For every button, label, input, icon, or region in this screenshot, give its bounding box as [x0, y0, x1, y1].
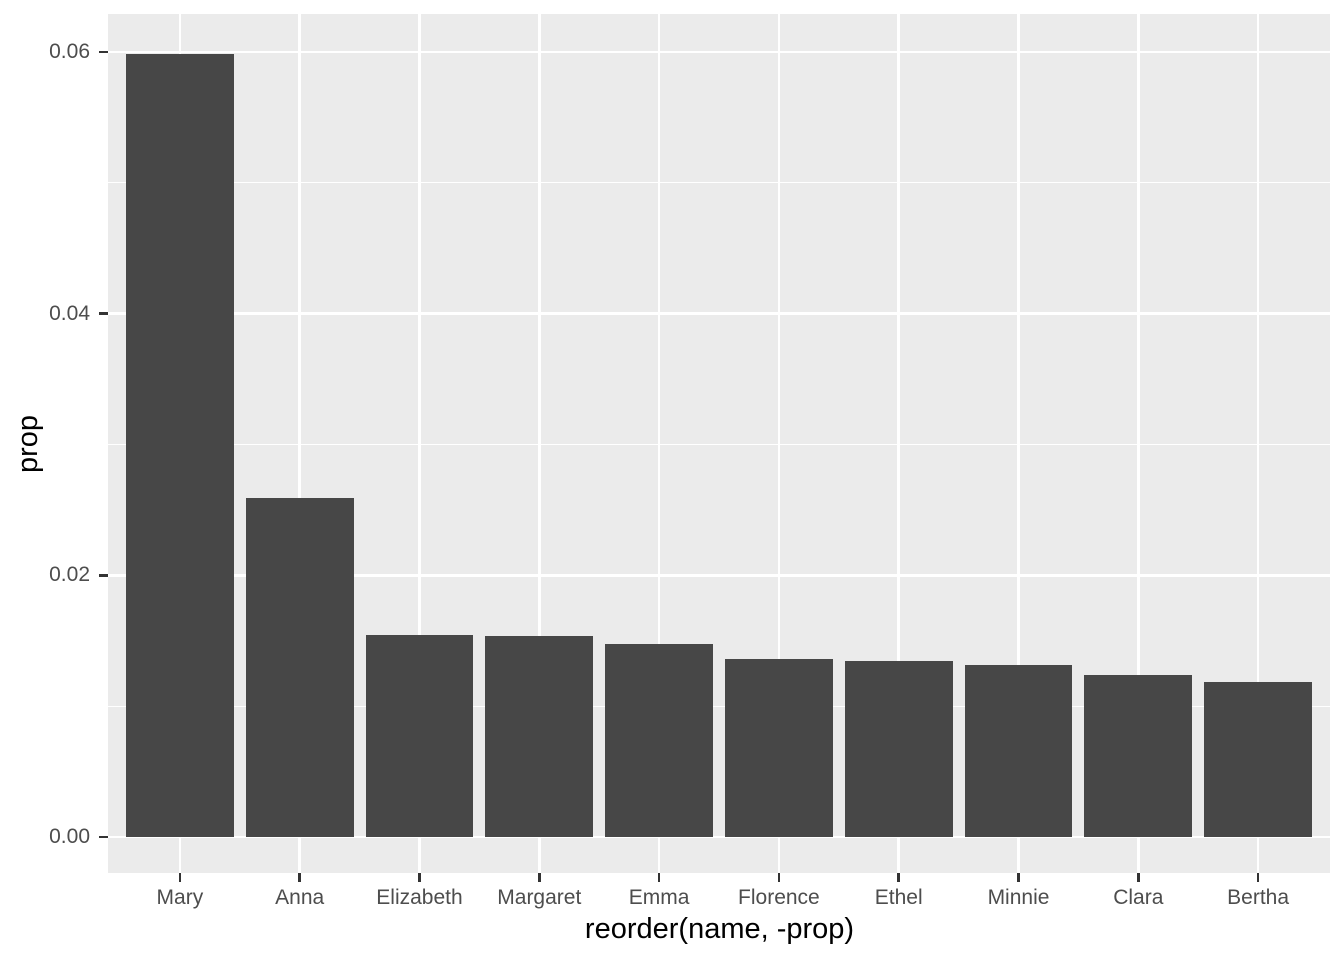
- x-tick-mark: [657, 873, 661, 882]
- x-tick-label-anna: Anna: [275, 886, 325, 909]
- y-tick-label: 0.00: [49, 825, 90, 848]
- gridline-minor-y: [108, 182, 1330, 184]
- y-tick-mark: [99, 574, 108, 577]
- y-tick-label: 0.06: [49, 40, 90, 63]
- bar-ethel: [844, 660, 953, 837]
- bar-anna: [245, 498, 354, 837]
- gridline-major-x: [538, 14, 541, 873]
- gridline-major-y: [108, 312, 1330, 315]
- x-tick-label-emma: Emma: [628, 886, 690, 909]
- gridline-minor-y: [108, 444, 1330, 445]
- x-tick-mark: [298, 873, 301, 882]
- x-tick-mark: [418, 873, 421, 882]
- bar-minnie: [964, 665, 1073, 837]
- bar-mary: [125, 53, 234, 837]
- x-axis-title: reorder(name, -prop): [584, 913, 855, 945]
- x-tick-label-margaret: Margaret: [497, 886, 582, 909]
- y-axis-title: prop: [11, 414, 44, 474]
- gridline-major-y: [108, 835, 1330, 839]
- gridline-major-x: [418, 14, 421, 873]
- bar-margaret: [485, 635, 594, 837]
- plot-panel: [108, 14, 1330, 873]
- x-tick-label-mary: Mary: [156, 886, 204, 909]
- gridline-minor-y: [108, 705, 1330, 707]
- bar-bertha: [1204, 682, 1313, 837]
- gridline-major-y: [108, 574, 1330, 577]
- x-tick-label-ethel: Ethel: [874, 886, 923, 909]
- x-tick-label-bertha: Bertha: [1227, 886, 1290, 909]
- gridline-major-x: [777, 14, 781, 873]
- bar-clara: [1084, 675, 1193, 837]
- bar-florence: [724, 658, 833, 837]
- x-tick-label-florence: Florence: [738, 886, 820, 909]
- gridline-major-x: [897, 14, 900, 873]
- y-tick-label: 0.02: [49, 563, 90, 587]
- x-tick-mark: [1137, 873, 1140, 882]
- bar-elizabeth: [365, 634, 474, 837]
- gridline-major-x: [1017, 14, 1020, 873]
- x-tick-mark: [538, 873, 541, 882]
- x-tick-label-minnie: Minnie: [987, 886, 1050, 909]
- y-tick-label: 0.04: [49, 301, 90, 325]
- x-tick-mark: [1017, 873, 1020, 882]
- x-tick-label-clara: Clara: [1113, 886, 1164, 909]
- y-tick-mark: [99, 835, 108, 839]
- gridline-major-x: [657, 14, 661, 873]
- x-tick-mark: [897, 873, 900, 882]
- bar-emma: [605, 643, 713, 837]
- gridline-major-x: [1256, 14, 1260, 873]
- y-tick-mark: [99, 50, 108, 54]
- y-tick-mark: [99, 312, 108, 315]
- gridline-major-x: [1137, 14, 1140, 873]
- gridline-major-y: [108, 50, 1330, 54]
- gridline-major-x: [298, 14, 301, 873]
- x-tick-mark: [1256, 873, 1260, 882]
- x-tick-label-elizabeth: Elizabeth: [376, 886, 463, 909]
- x-tick-mark: [178, 873, 182, 882]
- x-tick-mark: [777, 873, 781, 882]
